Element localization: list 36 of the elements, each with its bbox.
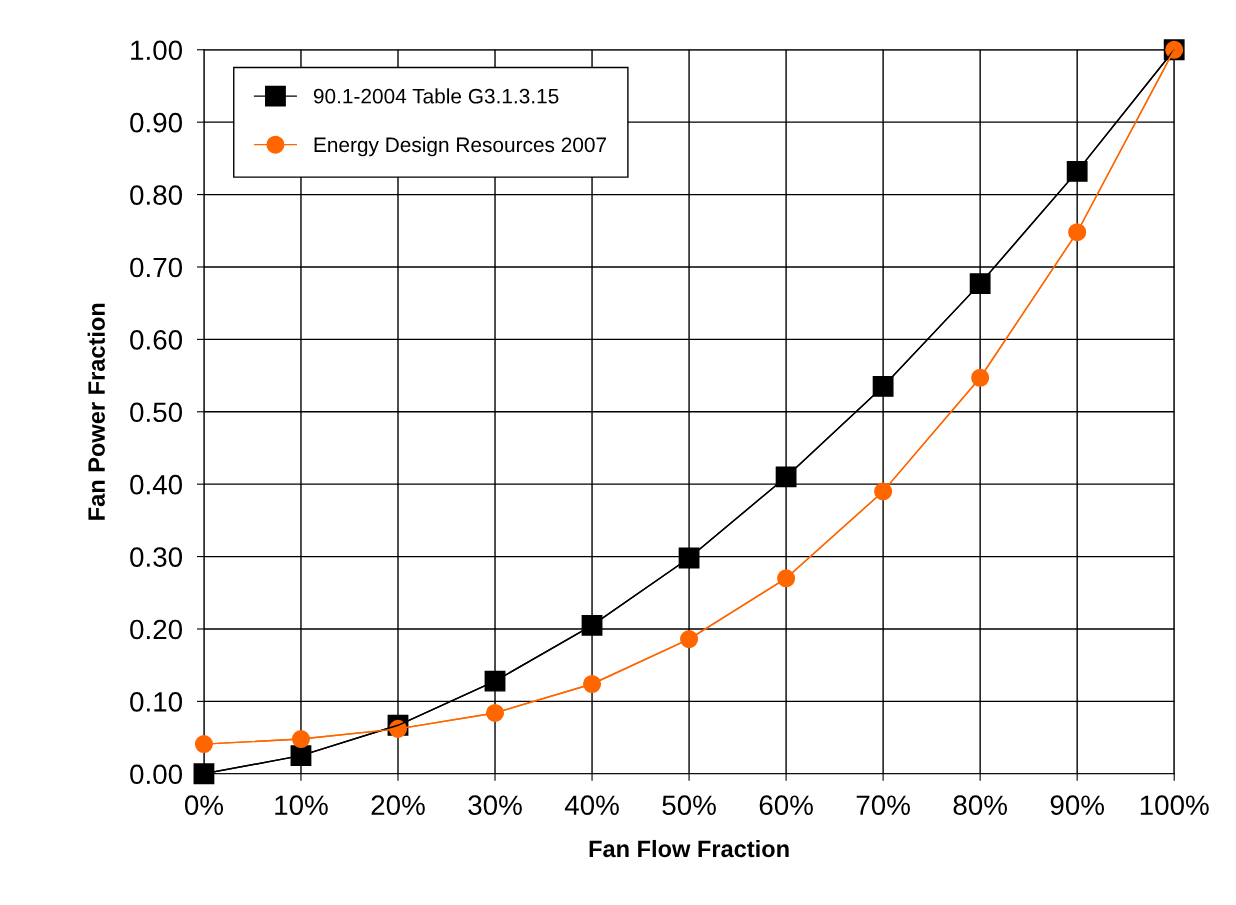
x-tick-label: 50% <box>662 795 716 816</box>
y-tick-label: 0.90 <box>130 112 183 133</box>
x-tick-label: 60% <box>759 795 813 816</box>
point <box>193 763 215 785</box>
x-tick-label: 20% <box>371 795 425 816</box>
x-tick-label: 10% <box>275 795 328 816</box>
x-tick-label: 100% <box>1140 795 1209 816</box>
point <box>583 674 602 694</box>
x-tick-label: 70% <box>856 795 910 816</box>
y-tick-label: 0.20 <box>130 619 183 640</box>
point <box>484 670 506 692</box>
point <box>194 735 213 754</box>
y-tick-label: 0.00 <box>130 764 183 785</box>
y-tick-label: 0.50 <box>130 402 183 423</box>
x-axis-title: Fan Flow Fraction <box>589 839 789 858</box>
y-tick-label: 0.10 <box>130 692 183 712</box>
x-tick-label: 30% <box>468 795 522 816</box>
legend-label: Energy Design Resources 2007 <box>314 136 607 157</box>
x-tick-label: 40% <box>564 795 619 816</box>
y-axis-title: Fan Power Fraction <box>87 303 105 520</box>
point <box>1066 160 1088 182</box>
y-tick-label: 0.30 <box>130 547 183 567</box>
y-tick-label: 0.60 <box>130 330 183 350</box>
y-tick-label: 0.70 <box>130 257 183 278</box>
point <box>581 614 603 636</box>
y-tick-label: 1.00 <box>131 40 183 61</box>
x-tick-label: 90% <box>1050 795 1104 816</box>
legend-label: 90.1-2004 Table G3.1.3.15 <box>313 88 559 104</box>
y-tick-label: 0.80 <box>130 185 183 205</box>
point <box>872 376 894 397</box>
point <box>485 703 505 722</box>
point <box>291 729 310 749</box>
point <box>969 273 991 295</box>
x-tick-label: 80% <box>953 795 1007 816</box>
y-tick-label: 0.40 <box>130 474 183 495</box>
x-tick-label: 0% <box>184 795 224 816</box>
